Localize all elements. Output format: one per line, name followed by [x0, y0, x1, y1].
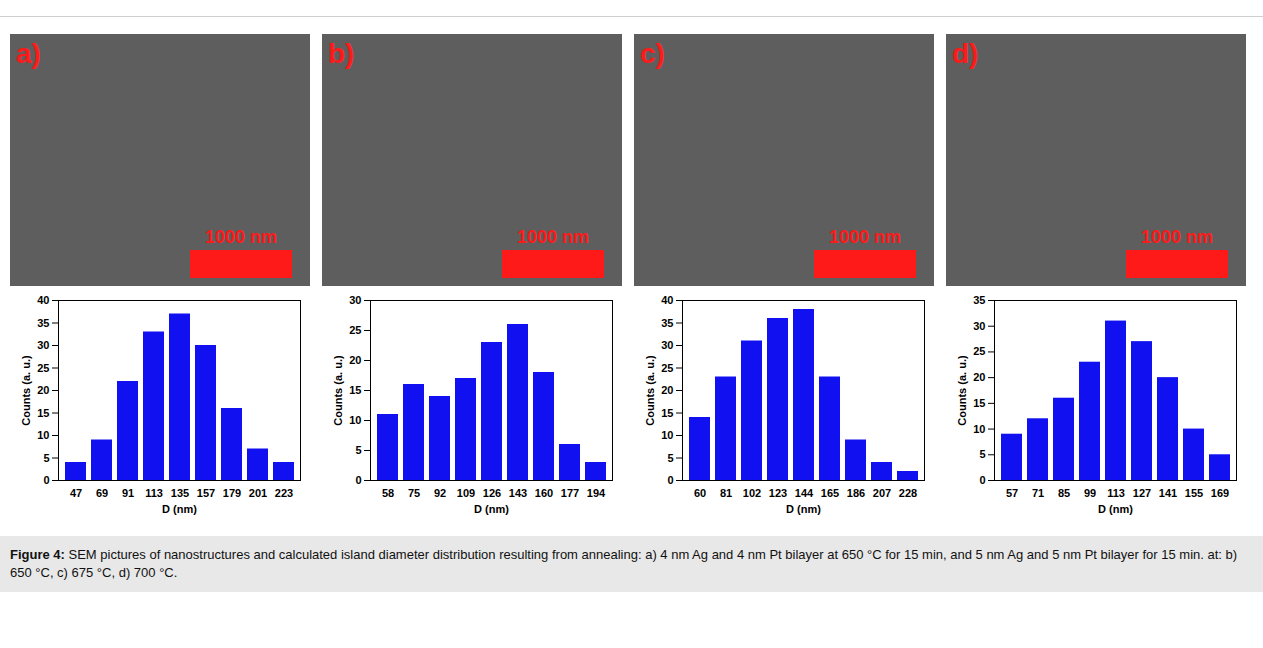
svg-text:Counts (a. u.): Counts (a. u.)	[644, 355, 656, 426]
svg-text:144: 144	[795, 487, 814, 499]
svg-text:177: 177	[561, 487, 579, 499]
html-text:1000 nm: 1000 nm	[1141, 227, 1213, 247]
svg-text:20: 20	[349, 354, 361, 366]
svg-text:113: 113	[145, 487, 163, 499]
html-text:1000 nm: 1000 nm	[829, 227, 901, 247]
svg-text:15: 15	[973, 397, 985, 409]
svg-text:57: 57	[1006, 487, 1018, 499]
svg-text:186: 186	[847, 487, 865, 499]
svg-text:47: 47	[70, 487, 82, 499]
svg-text:123: 123	[769, 487, 787, 499]
svg-text:10: 10	[661, 429, 673, 441]
svg-text:157: 157	[197, 487, 215, 499]
svg-text:20: 20	[661, 384, 673, 396]
svg-text:169: 169	[1211, 487, 1229, 499]
svg-text:5: 5	[43, 452, 49, 464]
svg-text:160: 160	[535, 487, 553, 499]
svg-text:30: 30	[37, 339, 49, 351]
svg-text:15: 15	[349, 384, 361, 396]
svg-text:Counts (a. u.): Counts (a. u.)	[20, 355, 32, 426]
svg-text:0: 0	[43, 474, 49, 486]
html-text:1000 nm: 1000 nm	[205, 227, 277, 247]
svg-text:15: 15	[661, 407, 673, 419]
svg-text:92: 92	[434, 487, 446, 499]
svg-text:25: 25	[349, 324, 361, 336]
svg-text:15: 15	[37, 407, 49, 419]
svg-text:25: 25	[661, 362, 673, 374]
svg-text:81: 81	[720, 487, 732, 499]
svg-text:D (nm): D (nm)	[786, 503, 821, 515]
svg-text:91: 91	[122, 487, 134, 499]
svg-text:201: 201	[249, 487, 267, 499]
svg-text:10: 10	[349, 414, 361, 426]
svg-text:228: 228	[899, 487, 917, 499]
svg-text:135: 135	[171, 487, 189, 499]
svg-text:155: 155	[1185, 487, 1203, 499]
svg-text:25: 25	[37, 362, 49, 374]
svg-text:D (nm): D (nm)	[474, 503, 509, 515]
svg-text:207: 207	[873, 487, 891, 499]
svg-text:99: 99	[1084, 487, 1096, 499]
html-text:d): d)	[952, 38, 979, 69]
svg-text:35: 35	[973, 294, 985, 306]
svg-text:113: 113	[1107, 487, 1125, 499]
svg-text:40: 40	[661, 294, 673, 306]
html-text:Figure 4: SEM pictures of nano: Figure 4: SEM pictures of nanostructures…	[10, 547, 1238, 580]
svg-text:25: 25	[973, 345, 985, 357]
svg-text:165: 165	[821, 487, 839, 499]
svg-text:58: 58	[382, 487, 394, 499]
svg-text:223: 223	[275, 487, 293, 499]
svg-text:0: 0	[979, 474, 985, 486]
svg-text:69: 69	[96, 487, 108, 499]
svg-text:194: 194	[587, 487, 606, 499]
svg-text:0: 0	[667, 474, 673, 486]
svg-text:5: 5	[979, 448, 985, 460]
svg-text:75: 75	[408, 487, 420, 499]
svg-text:30: 30	[973, 320, 985, 332]
html-text:a): a)	[16, 38, 41, 69]
svg-text:30: 30	[349, 294, 361, 306]
html-text:c): c)	[640, 38, 665, 69]
svg-text:141: 141	[1159, 487, 1177, 499]
svg-text:0: 0	[355, 474, 361, 486]
svg-text:60: 60	[694, 487, 706, 499]
svg-text:20: 20	[37, 384, 49, 396]
svg-text:143: 143	[509, 487, 527, 499]
svg-text:35: 35	[661, 317, 673, 329]
svg-text:179: 179	[223, 487, 241, 499]
html-text:b): b)	[328, 38, 355, 69]
svg-text:30: 30	[661, 339, 673, 351]
svg-text:Counts (a. u.): Counts (a. u.)	[956, 355, 968, 426]
svg-text:35: 35	[37, 317, 49, 329]
html-text:1000 nm: 1000 nm	[517, 227, 589, 247]
svg-text:20: 20	[973, 371, 985, 383]
svg-text:D (nm): D (nm)	[1098, 503, 1133, 515]
svg-text:40: 40	[37, 294, 49, 306]
svg-text:126: 126	[483, 487, 501, 499]
svg-text:5: 5	[667, 452, 673, 464]
svg-text:10: 10	[37, 429, 49, 441]
svg-text:10: 10	[973, 423, 985, 435]
svg-text:D (nm): D (nm)	[162, 503, 197, 515]
svg-text:5: 5	[355, 444, 361, 456]
svg-text:85: 85	[1058, 487, 1070, 499]
svg-text:Counts (a. u.): Counts (a. u.)	[332, 355, 344, 426]
svg-text:71: 71	[1032, 487, 1044, 499]
svg-text:109: 109	[457, 487, 475, 499]
svg-text:102: 102	[743, 487, 761, 499]
svg-text:127: 127	[1133, 487, 1151, 499]
